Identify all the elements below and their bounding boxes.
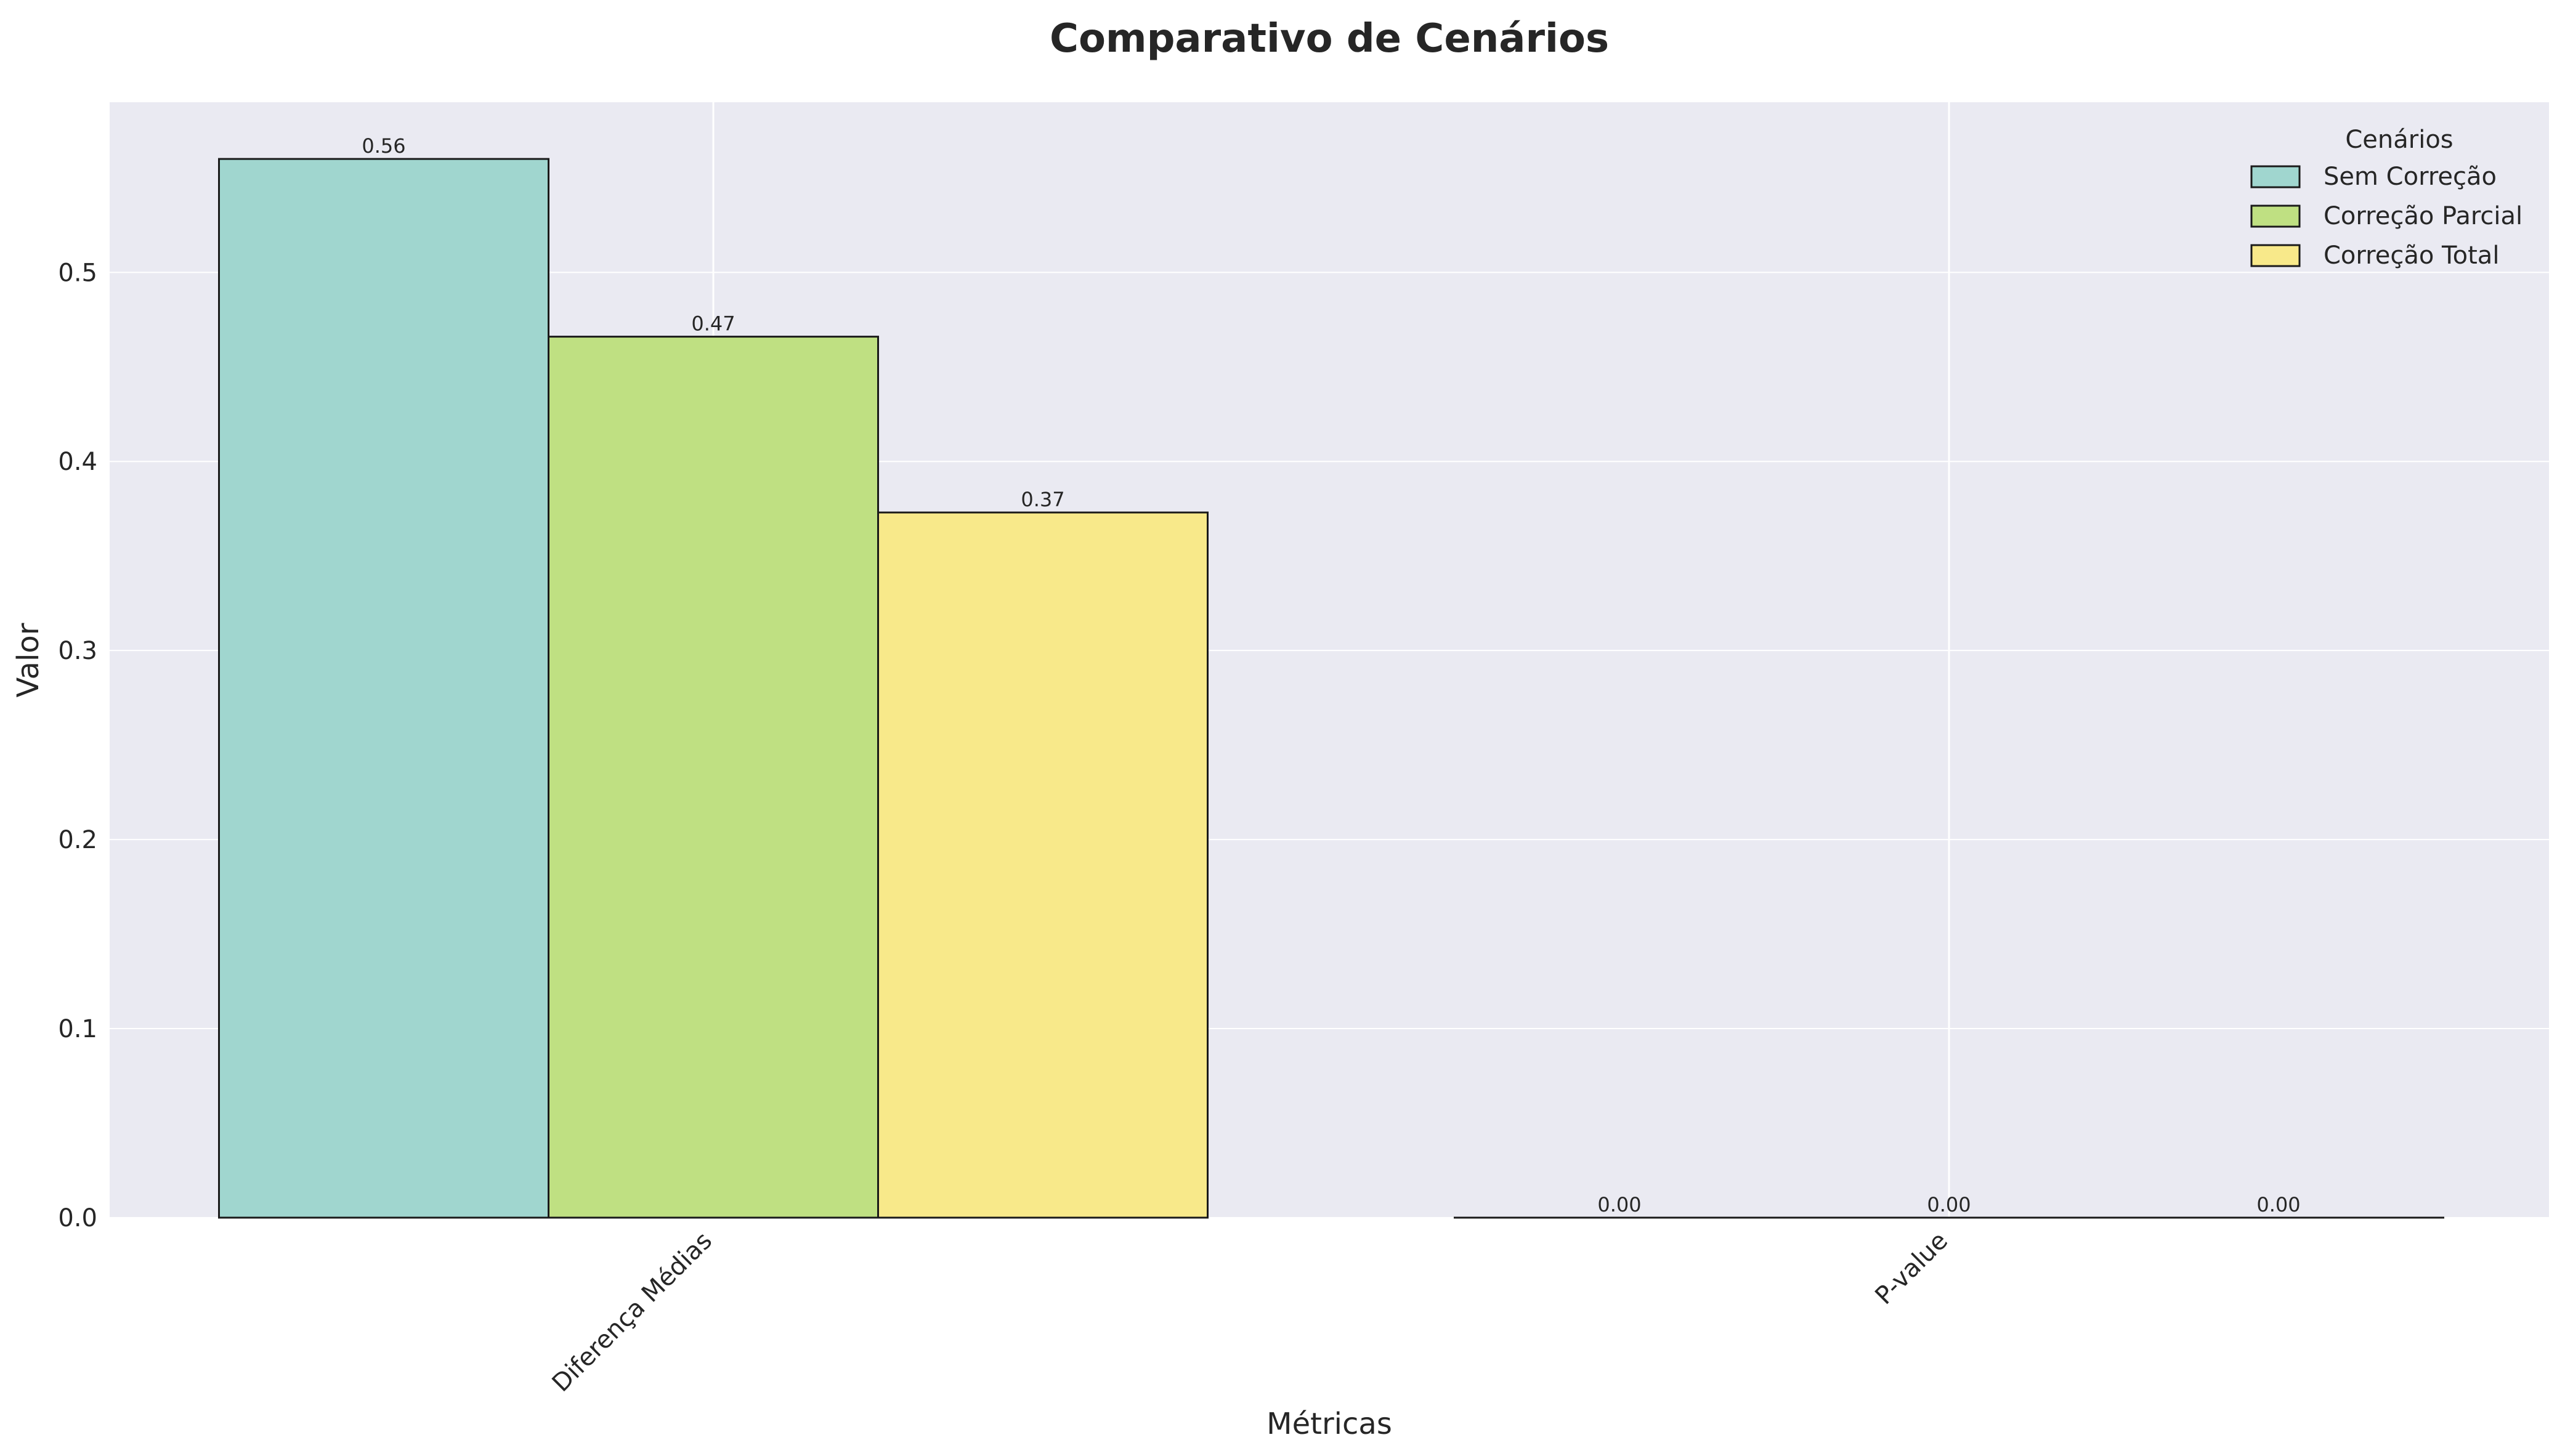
data-label: 0.00 (1927, 1193, 1971, 1216)
y-tick-label: 0.5 (58, 259, 97, 287)
legend-entry: Correção Parcial (2324, 202, 2522, 230)
data-label: 0.37 (1021, 488, 1064, 511)
bar (877, 511, 1209, 1219)
bars: 0.56 0.00 0.47 0.00 0.37 0.00 (218, 134, 2444, 1219)
x-tick-label: Diferença Médias (547, 1227, 718, 1397)
y-axis: 0.0 0.1 0.2 0.3 0.4 0.5 (58, 259, 97, 1232)
y-tick-label: 0.2 (58, 826, 97, 854)
data-label: 0.00 (2256, 1193, 2300, 1216)
legend: Cenários Sem Correção Correção Parcial Cor… (2250, 126, 2522, 270)
legend-entry: Correção Total (2324, 241, 2499, 270)
x-axis: Diferença Médias P-value (547, 1227, 1953, 1397)
legend-title: Cenários (2345, 126, 2453, 154)
y-axis-label: Valor (11, 623, 46, 697)
y-tick-label: 0.3 (58, 637, 97, 665)
chart-title: Comparativo de Cenários (1050, 16, 1609, 62)
y-tick-label: 0.4 (58, 448, 97, 476)
legend-swatch (2250, 244, 2301, 267)
data-label: 0.56 (362, 134, 405, 158)
x-tick-label: P-value (1870, 1227, 1953, 1311)
x-axis-label: Métricas (1266, 1407, 1392, 1441)
bar (548, 336, 879, 1219)
data-label: 0.47 (691, 312, 735, 336)
y-tick-label: 0.1 (58, 1015, 97, 1043)
bar (218, 158, 549, 1219)
data-label: 0.00 (1597, 1193, 1641, 1216)
legend-swatch (2250, 165, 2301, 188)
legend-swatch (2250, 204, 2301, 228)
y-tick-label: 0.0 (58, 1204, 97, 1232)
legend-entry: Sem Correção (2324, 163, 2497, 191)
